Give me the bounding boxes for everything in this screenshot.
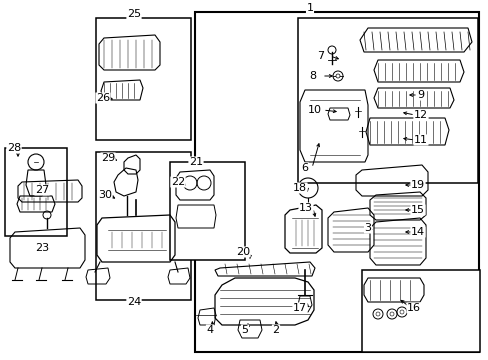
Text: 16: 16	[406, 303, 420, 313]
Circle shape	[399, 310, 403, 314]
Bar	[96, 152, 191, 300]
Bar	[361, 270, 479, 352]
Circle shape	[335, 74, 339, 78]
Text: 21: 21	[188, 157, 203, 167]
Text: 4: 4	[206, 325, 213, 335]
Text: 27: 27	[35, 185, 49, 195]
Text: 10: 10	[307, 105, 321, 115]
Text: 15: 15	[410, 205, 424, 215]
Text: 29: 29	[101, 153, 115, 163]
Text: 7: 7	[317, 51, 324, 61]
Text: 12: 12	[413, 110, 427, 120]
Text: 14: 14	[410, 227, 424, 237]
Text: 11: 11	[413, 135, 427, 145]
Text: 26: 26	[96, 93, 110, 103]
Text: 30: 30	[98, 190, 112, 200]
Text: 3: 3	[364, 223, 371, 233]
Text: 1: 1	[306, 3, 313, 13]
Text: 2: 2	[272, 325, 279, 335]
Bar	[5, 148, 67, 236]
Bar	[297, 18, 477, 183]
Text: 25: 25	[127, 9, 141, 19]
Text: 5: 5	[241, 325, 248, 335]
Text: 18: 18	[292, 183, 306, 193]
Bar	[195, 12, 478, 352]
Circle shape	[375, 312, 379, 316]
Text: 19: 19	[410, 180, 424, 190]
Text: 9: 9	[417, 90, 424, 100]
Text: 22: 22	[170, 177, 185, 187]
Text: 13: 13	[298, 203, 312, 213]
Text: 24: 24	[126, 297, 141, 307]
Bar	[170, 162, 244, 260]
Text: 17: 17	[292, 303, 306, 313]
Text: 6: 6	[301, 163, 308, 173]
Text: 28: 28	[7, 143, 21, 153]
Circle shape	[389, 312, 393, 316]
Text: 20: 20	[235, 247, 249, 257]
Bar	[96, 18, 191, 140]
Text: 23: 23	[35, 243, 49, 253]
Text: 8: 8	[309, 71, 316, 81]
